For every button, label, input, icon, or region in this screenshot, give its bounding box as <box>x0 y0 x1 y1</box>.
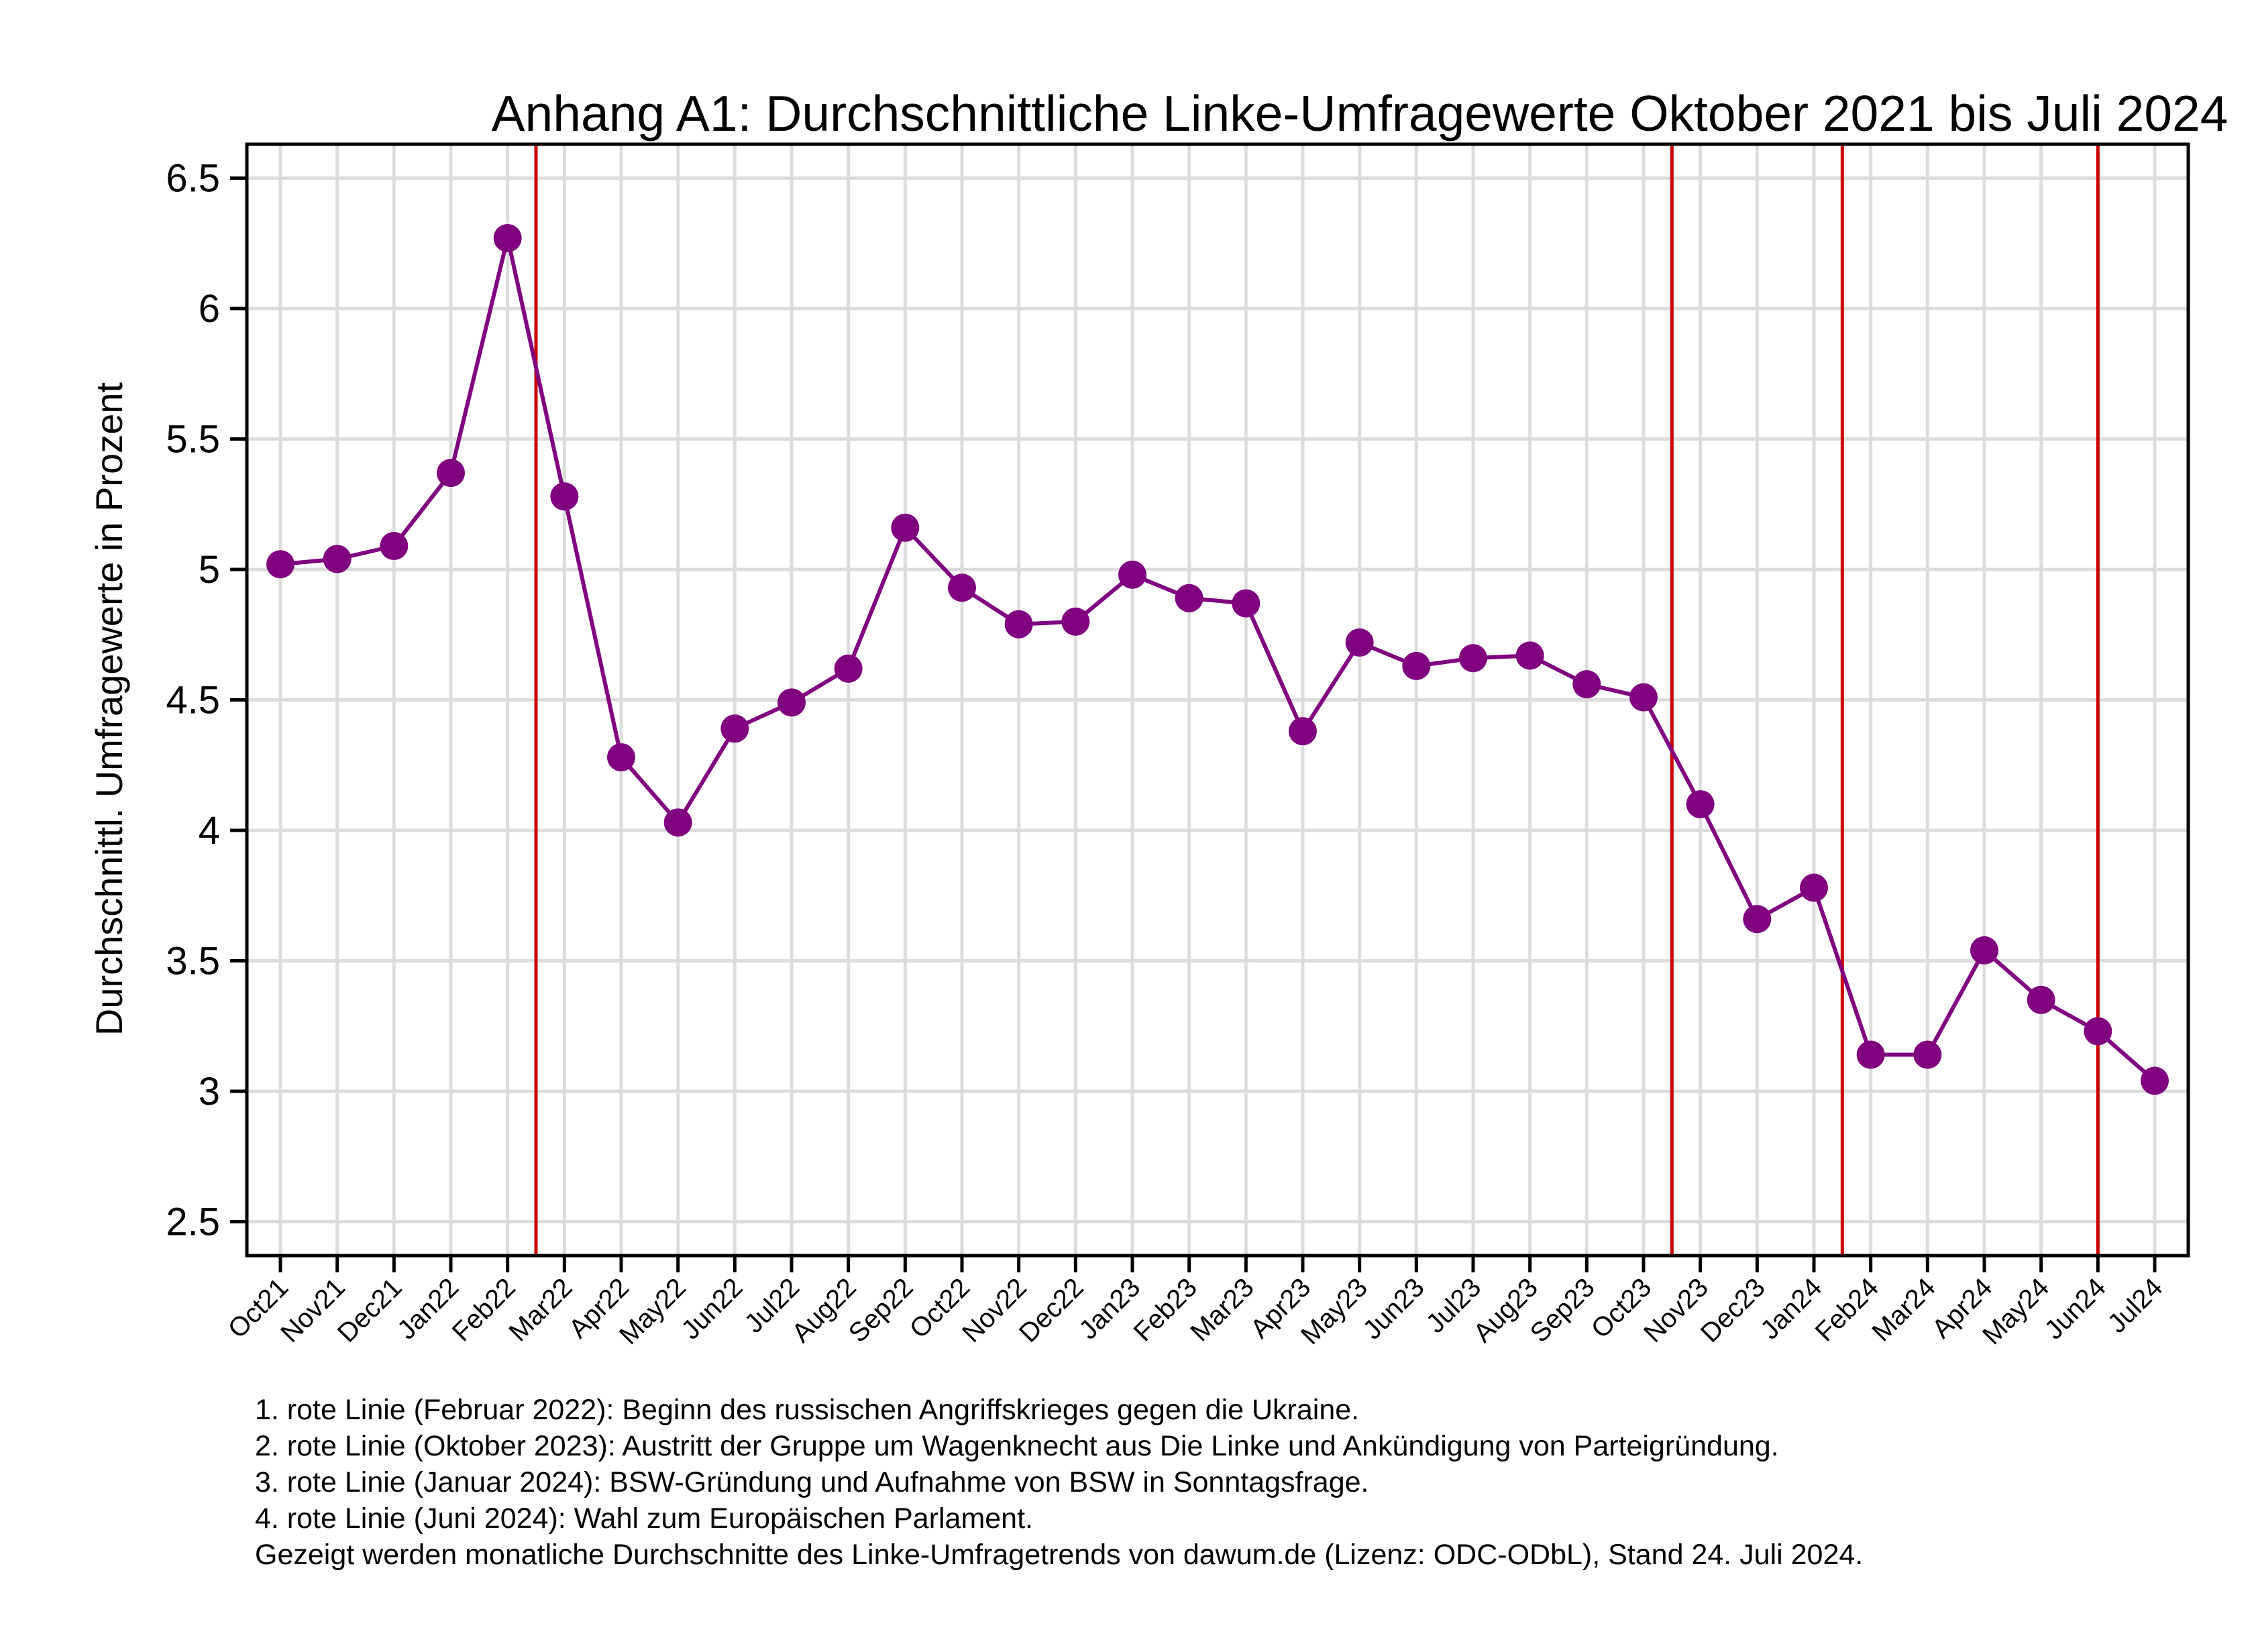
x-tick-label: Mar23 <box>1185 1272 1259 1347</box>
data-point-Oct21 <box>266 550 294 579</box>
data-point-Oct22 <box>948 573 976 602</box>
chart-title: Anhang A1: Durchschnittliche Linke-Umfra… <box>492 85 2228 142</box>
data-point-Jan24 <box>1800 873 1828 902</box>
x-tick-label: Dec22 <box>1014 1272 1089 1348</box>
data-point-Apr23 <box>1289 717 1317 746</box>
series-line <box>280 236 2156 1083</box>
data-point-Dec23 <box>1743 905 1772 934</box>
data-point-Sep22 <box>891 513 920 542</box>
footnote-line-4: 4. rote Linie (Juni 2024): Wahl zum Euro… <box>255 1502 1033 1535</box>
series-layer <box>266 224 2169 1095</box>
data-point-Mar24 <box>1913 1040 1942 1069</box>
data-point-Mar22 <box>550 482 579 511</box>
x-tick-label: Jul24 <box>2102 1272 2169 1339</box>
data-point-Nov22 <box>1004 610 1033 639</box>
data-point-Jan22 <box>437 459 465 488</box>
reference-lines <box>534 144 2100 1256</box>
y-tick-label: 6 <box>199 287 220 331</box>
data-point-Dec22 <box>1061 607 1090 636</box>
y-tick-label: 4 <box>199 809 220 852</box>
data-point-Jul22 <box>777 688 806 717</box>
data-point-Dec21 <box>380 532 409 561</box>
data-point-Nov23 <box>1686 790 1715 819</box>
x-tick-label: Jun24 <box>2039 1272 2112 1345</box>
y-tick-label: 4.5 <box>166 679 220 722</box>
x-tick-label: Mar24 <box>1866 1272 1941 1347</box>
x-tick-label: Aug22 <box>786 1272 862 1348</box>
x-tick-label: Nov23 <box>1638 1272 1714 1348</box>
x-tick-label: Jun23 <box>1358 1272 1430 1345</box>
data-point-Jul24 <box>2141 1066 2169 1095</box>
x-tick-label: Feb22 <box>447 1272 521 1347</box>
y-tick-label: 2.5 <box>166 1200 220 1244</box>
y-tick-label: 6.5 <box>166 157 220 201</box>
footnote-line-3: 3. rote Linie (Januar 2024): BSW-Gründun… <box>255 1466 1369 1498</box>
data-point-Jul23 <box>1459 644 1487 673</box>
y-tick-label: 5 <box>199 548 220 592</box>
y-axis-label: Durchschnittl. Umfragewerte in Prozent <box>88 382 130 1036</box>
y-tick-label: 3 <box>199 1070 220 1113</box>
x-tick-label: Dec23 <box>1695 1272 1771 1348</box>
y-tick-label: 5.5 <box>166 418 220 461</box>
footnote-source: Gezeigt werden monatliche Durchschnitte … <box>255 1539 1864 1571</box>
footnote-line-1: 1. rote Linie (Februar 2022): Beginn des… <box>255 1394 1360 1426</box>
y-tick-label: 3.5 <box>166 939 220 983</box>
data-point-Aug23 <box>1515 641 1544 670</box>
x-tick-label: Mar22 <box>503 1272 578 1347</box>
footnote-line-2: 2. rote Linie (Oktober 2023): Austritt d… <box>255 1430 1779 1462</box>
data-point-May24 <box>2027 985 2055 1014</box>
data-point-Nov21 <box>323 545 352 573</box>
data-point-Apr22 <box>607 743 635 772</box>
x-tick-label: Nov22 <box>957 1272 1032 1348</box>
x-tick-label: Feb23 <box>1128 1272 1203 1347</box>
x-tick-label: Nov21 <box>275 1272 351 1348</box>
data-point-Aug22 <box>834 654 863 683</box>
data-point-Jan23 <box>1118 560 1146 589</box>
data-point-Jun24 <box>2084 1017 2112 1046</box>
x-tick-label: Jun22 <box>676 1272 749 1345</box>
data-point-Feb22 <box>493 224 522 253</box>
x-tick-label: Sep22 <box>843 1272 919 1348</box>
x-tick-label: Feb24 <box>1810 1272 1884 1347</box>
data-point-Oct23 <box>1629 683 1658 712</box>
data-point-Mar23 <box>1232 589 1260 618</box>
data-point-Feb23 <box>1175 584 1203 612</box>
data-point-Feb24 <box>1856 1040 1885 1069</box>
data-point-Sep23 <box>1572 670 1601 699</box>
data-point-Apr24 <box>1970 936 1998 965</box>
data-point-Jun22 <box>720 714 749 743</box>
x-tick-label: Dec21 <box>332 1272 408 1348</box>
grid-layer <box>247 144 2188 1256</box>
x-tick-label: Sep23 <box>1525 1272 1601 1348</box>
footnotes: 1. rote Linie (Februar 2022): Beginn des… <box>255 1392 2200 1573</box>
data-point-May22 <box>663 808 692 837</box>
data-point-Jun23 <box>1402 651 1431 680</box>
x-tick-label: Aug23 <box>1468 1272 1544 1348</box>
data-point-May23 <box>1345 628 1374 657</box>
